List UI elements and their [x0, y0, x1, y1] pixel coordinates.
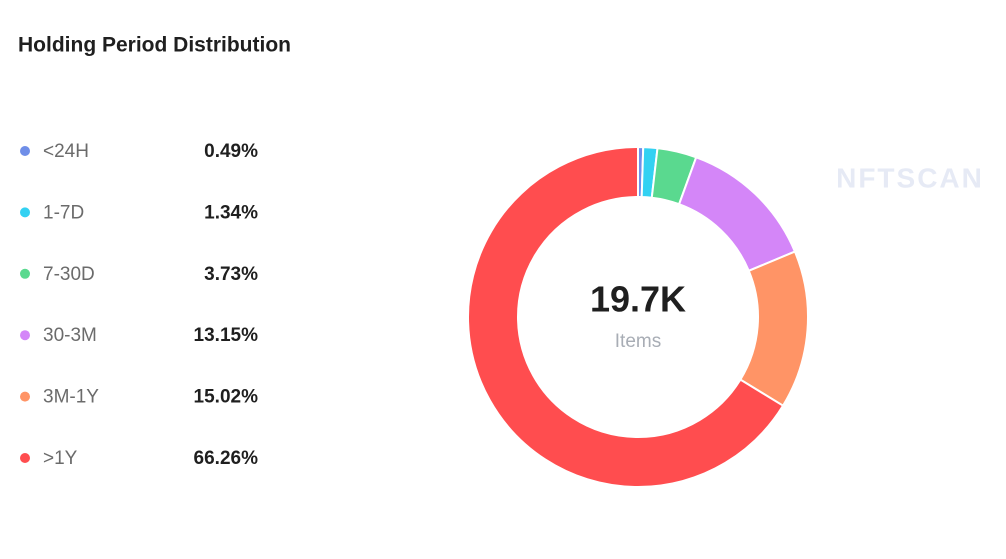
legend-label: 7-30D	[43, 264, 95, 285]
legend-label: 3M-1Y	[43, 387, 99, 408]
legend-value: 15.02%	[194, 387, 259, 408]
watermark: NFTSCAN	[836, 162, 984, 193]
donut-segment	[739, 250, 809, 408]
legend-value: 3.73%	[204, 264, 258, 285]
legend-value: 13.15%	[194, 325, 259, 346]
legend-dot	[20, 391, 30, 402]
legend-dot	[20, 330, 30, 341]
center-label: Items	[615, 331, 661, 352]
legend-value: 0.49%	[204, 141, 258, 162]
legend-label: 1-7D	[43, 202, 84, 223]
center-value: 19.7K	[590, 279, 686, 320]
legend-dot	[20, 207, 30, 218]
legend-dot	[20, 268, 30, 279]
legend-label: >1Y	[43, 448, 78, 469]
donut-segment	[467, 145, 785, 488]
chart-title: Holding Period Distribution	[18, 34, 291, 57]
legend-value: 1.34%	[204, 202, 258, 223]
legend-value: 66.26%	[194, 448, 259, 469]
legend-label: 30-3M	[43, 325, 97, 346]
legend-dot	[20, 453, 30, 463]
legend-label: <24H	[43, 141, 89, 162]
legend-dot	[20, 146, 30, 156]
donut-segment	[677, 155, 797, 273]
